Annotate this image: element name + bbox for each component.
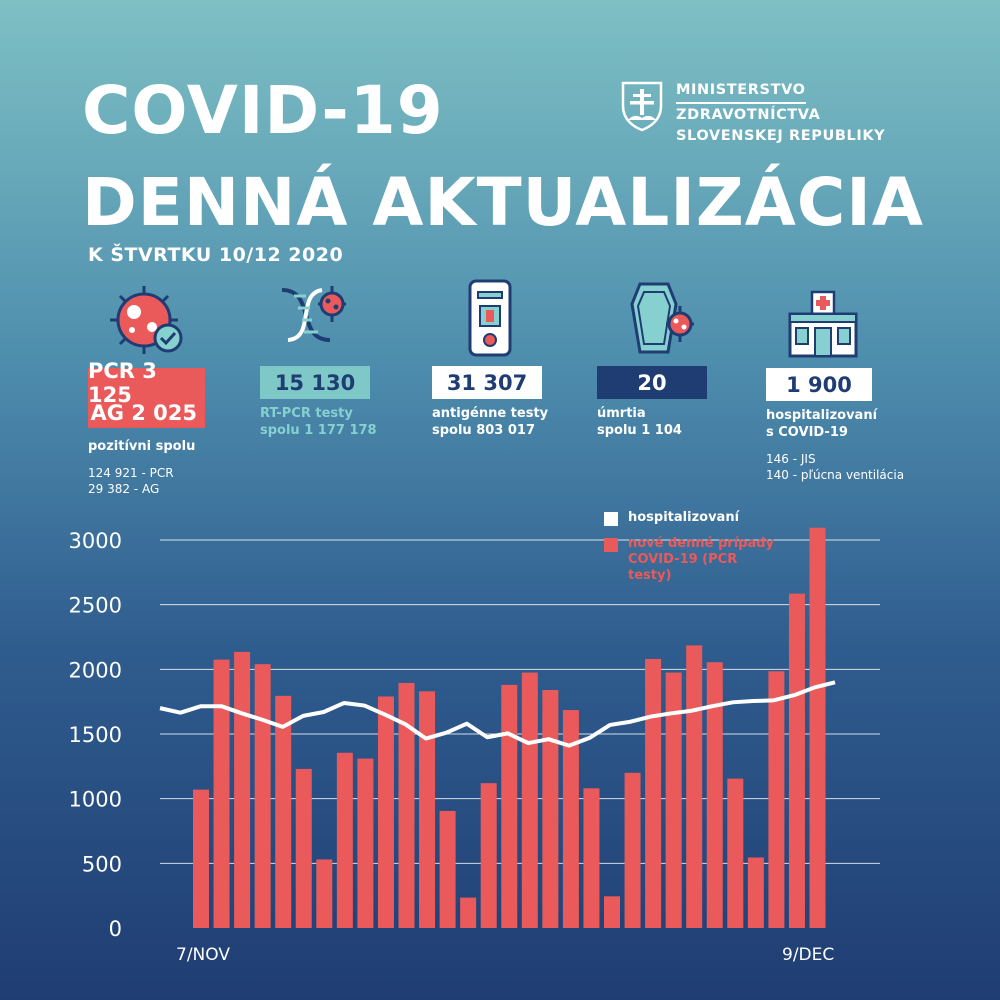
- test-cassette-icon: [468, 279, 512, 357]
- bar: [377, 696, 394, 928]
- deaths-value: 20: [597, 366, 707, 399]
- bar: [480, 783, 497, 928]
- bar: [439, 810, 456, 928]
- legend-label-hospitalized: hospitalizovaní: [628, 510, 740, 525]
- bar: [357, 758, 374, 928]
- bar: [583, 788, 600, 928]
- stat-rtpcr: 15 130 RT-PCR testy spolu 1 177 178: [260, 366, 377, 439]
- rtpcr-total: spolu 1 177 178: [260, 423, 377, 438]
- bar: [562, 710, 579, 928]
- positive-detail-ag: 29 382 - AG: [88, 482, 160, 496]
- bar: [501, 684, 518, 928]
- positive-detail-pcr: 124 921 - PCR: [88, 466, 174, 480]
- bar: [521, 672, 538, 928]
- ministry-line-1: MINISTERSTVO: [676, 80, 806, 104]
- stat-antigen: 31 307 antigénne testy spolu 803 017: [432, 366, 548, 439]
- title-covid: COVID-19: [82, 72, 444, 149]
- y-tick-label: 2500: [69, 594, 122, 618]
- ministry-logo: MINISTERSTVO ZDRAVOTNÍCTVA SLOVENSKEJ RE…: [620, 80, 885, 147]
- hospitalized-caption-2: s COVID-19: [766, 425, 848, 440]
- antigen-total: spolu 803 017: [432, 423, 536, 438]
- dna-virus-icon: [281, 286, 346, 342]
- y-tick-label: 0: [109, 917, 122, 941]
- rtpcr-value: 15 130: [260, 366, 370, 399]
- hospitalized-ventilation: 140 - pľúcna ventilácia: [766, 468, 905, 482]
- bar: [809, 527, 826, 928]
- legend-label-cases: nové denné prípady COVID-19 (PCR testy): [628, 536, 775, 583]
- deaths-total: spolu 1 104: [597, 423, 682, 438]
- chart-legend: hospitalizovaní nové denné prípady COVID…: [604, 510, 778, 594]
- y-tick-label: 3000: [69, 529, 122, 553]
- ministry-line-2: ZDRAVOTNÍCTVA: [676, 107, 821, 123]
- bar: [788, 593, 805, 928]
- coffin-virus-icon: [630, 282, 694, 354]
- date-subtitle: K ŠTVRTKU 10/12 2020: [88, 244, 344, 266]
- bar: [542, 690, 559, 928]
- antigen-value: 31 307: [432, 366, 542, 399]
- bar: [275, 695, 292, 928]
- x-start-label: 7/NOV: [176, 945, 230, 965]
- x-end-label: 9/DEC: [782, 945, 834, 965]
- bar: [768, 671, 785, 928]
- ag-positive-value: AG 2 025: [88, 398, 205, 428]
- bar: [665, 672, 682, 928]
- y-tick-label: 500: [82, 852, 122, 876]
- ministry-line-3: SLOVENSKEJ REPUBLIKY: [676, 128, 886, 144]
- bar: [419, 691, 436, 928]
- hospitalized-line: [159, 680, 836, 748]
- bar: [316, 859, 333, 928]
- hospitalized-icu: 146 - JIS: [766, 452, 816, 466]
- title-daily-update: DENNÁ AKTUALIZÁCIA: [82, 164, 924, 241]
- legend-swatch-hospitalized: [604, 512, 618, 526]
- y-tick-label: 2000: [69, 658, 122, 682]
- virus-check-icon: [110, 286, 183, 354]
- hospitalized-caption: hospitalizovaní: [766, 408, 878, 423]
- bar: [686, 645, 703, 928]
- positive-caption: pozitívni spolu: [88, 439, 196, 454]
- stat-positive: PCR 3 125 AG 2 025 pozitívni spolu 124 9…: [88, 359, 205, 497]
- coat-of-arms-icon: [621, 81, 663, 132]
- bar: [234, 651, 251, 928]
- stat-hospitalized: 1 900 hospitalizovaní s COVID-19 146 - J…: [766, 368, 904, 483]
- y-tick-label: 1000: [69, 788, 122, 812]
- antigen-caption: antigénne testy: [432, 406, 549, 421]
- bar: [706, 662, 723, 928]
- bar: [460, 897, 477, 928]
- hospitalized-value: 1 900: [766, 368, 872, 401]
- bar: [624, 772, 641, 928]
- bar: [398, 682, 415, 928]
- hospital-icon: [788, 290, 858, 358]
- bar: [213, 659, 230, 928]
- bar: [747, 857, 764, 928]
- deaths-caption: úmrtia: [597, 406, 646, 421]
- stat-deaths: 20 úmrtia spolu 1 104: [597, 366, 707, 439]
- bar: [254, 664, 271, 928]
- bar: [295, 768, 312, 928]
- legend-item-hospitalized: hospitalizovaní: [604, 510, 778, 526]
- bar: [645, 658, 662, 928]
- bar: [727, 778, 744, 928]
- bar: [604, 896, 620, 928]
- rtpcr-caption: RT-PCR testy: [260, 406, 353, 421]
- legend-item-cases: nové denné prípady COVID-19 (PCR testy): [604, 536, 778, 584]
- bar: [193, 789, 209, 928]
- bar: [336, 752, 353, 928]
- legend-swatch-cases: [604, 538, 618, 552]
- y-tick-label: 1500: [69, 723, 122, 747]
